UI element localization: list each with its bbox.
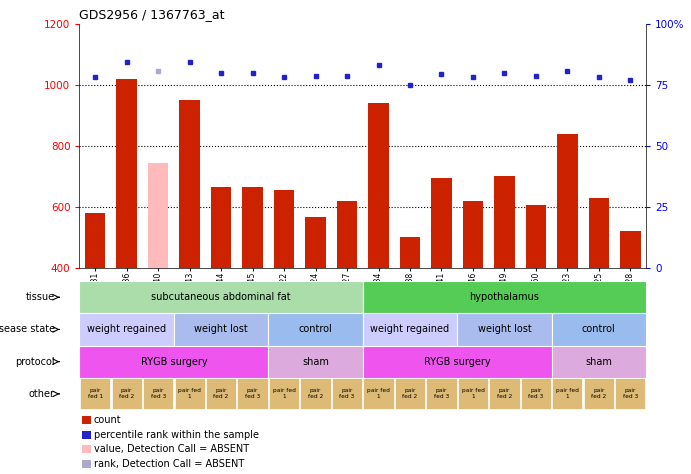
Text: sham: sham	[585, 356, 612, 367]
Text: GDS2956 / 1367763_at: GDS2956 / 1367763_at	[79, 8, 225, 21]
Bar	[180, 100, 200, 268]
Bar	[82, 446, 91, 454]
Bar	[458, 378, 488, 410]
Text: control: control	[299, 324, 332, 335]
Text: hypothalamus: hypothalamus	[469, 292, 540, 302]
Text: pair
fed 2: pair fed 2	[308, 389, 323, 399]
Text: rank, Detection Call = ABSENT: rank, Detection Call = ABSENT	[94, 459, 244, 469]
Text: pair
fed 3: pair fed 3	[434, 389, 449, 399]
Text: RYGB surgery: RYGB surgery	[140, 356, 207, 367]
Bar	[457, 313, 551, 346]
Bar	[301, 378, 331, 410]
Bar	[431, 178, 452, 268]
Text: weight lost: weight lost	[194, 324, 248, 335]
Bar	[82, 460, 91, 468]
Bar	[552, 378, 583, 410]
Bar	[211, 187, 231, 268]
Bar	[243, 187, 263, 268]
Text: pair fed
1: pair fed 1	[178, 389, 201, 399]
Text: pair
fed 2: pair fed 2	[497, 389, 512, 399]
Text: weight regained: weight regained	[87, 324, 167, 335]
Bar	[85, 213, 106, 268]
Text: subcutaneous abdominal fat: subcutaneous abdominal fat	[151, 292, 291, 302]
Text: value, Detection Call = ABSENT: value, Detection Call = ABSENT	[94, 445, 249, 455]
Text: pair
fed 2: pair fed 2	[119, 389, 134, 399]
Bar	[620, 231, 641, 268]
Bar	[363, 346, 551, 378]
Bar	[274, 190, 294, 268]
Bar	[521, 378, 551, 410]
Bar	[148, 163, 169, 268]
Text: pair
fed 3: pair fed 3	[529, 389, 544, 399]
Text: pair
fed 2: pair fed 2	[402, 389, 417, 399]
Text: pair fed
1: pair fed 1	[367, 389, 390, 399]
Text: count: count	[94, 415, 122, 425]
Text: weight regained: weight regained	[370, 324, 450, 335]
Text: pair
fed 3: pair fed 3	[339, 389, 354, 399]
Bar	[463, 201, 483, 268]
Bar	[82, 416, 91, 424]
Bar	[79, 313, 174, 346]
Bar	[526, 205, 546, 268]
Text: percentile rank within the sample: percentile rank within the sample	[94, 429, 259, 439]
Bar	[557, 134, 578, 268]
Bar	[426, 378, 457, 410]
Text: sham: sham	[302, 356, 329, 367]
Bar	[206, 378, 236, 410]
Text: pair fed
1: pair fed 1	[462, 389, 484, 399]
Bar	[363, 281, 646, 313]
Text: pair
fed 3: pair fed 3	[623, 389, 638, 399]
Bar	[79, 281, 363, 313]
Bar	[363, 313, 457, 346]
Text: RYGB surgery: RYGB surgery	[424, 356, 491, 367]
Bar	[269, 378, 299, 410]
Bar	[584, 378, 614, 410]
Text: other: other	[29, 389, 55, 399]
Text: pair
fed 3: pair fed 3	[245, 389, 261, 399]
Text: disease state: disease state	[0, 324, 55, 335]
Bar	[268, 346, 363, 378]
Bar	[368, 103, 389, 268]
Bar	[363, 378, 394, 410]
Bar	[489, 378, 520, 410]
Text: tissue: tissue	[26, 292, 55, 302]
Bar	[268, 313, 363, 346]
Bar	[589, 198, 609, 268]
Text: pair fed
1: pair fed 1	[556, 389, 579, 399]
Bar	[111, 378, 142, 410]
Bar	[82, 430, 91, 438]
Text: pair
fed 2: pair fed 2	[214, 389, 229, 399]
Bar	[80, 378, 111, 410]
Bar	[238, 378, 267, 410]
Bar	[79, 346, 268, 378]
Bar	[551, 313, 646, 346]
Text: protocol: protocol	[15, 356, 55, 367]
Text: weight lost: weight lost	[477, 324, 531, 335]
Bar	[337, 201, 357, 268]
Bar	[395, 378, 425, 410]
Bar	[143, 378, 173, 410]
Bar	[400, 237, 420, 268]
Bar	[117, 79, 137, 268]
Text: pair
fed 2: pair fed 2	[591, 389, 607, 399]
Text: pair fed
1: pair fed 1	[273, 389, 296, 399]
Bar	[305, 218, 325, 268]
Bar	[175, 378, 205, 410]
Bar	[615, 378, 645, 410]
Text: pair
fed 1: pair fed 1	[88, 389, 103, 399]
Text: pair
fed 3: pair fed 3	[151, 389, 166, 399]
Bar	[494, 176, 515, 268]
Bar	[332, 378, 362, 410]
Bar	[551, 346, 646, 378]
Text: control: control	[582, 324, 616, 335]
Bar	[174, 313, 268, 346]
